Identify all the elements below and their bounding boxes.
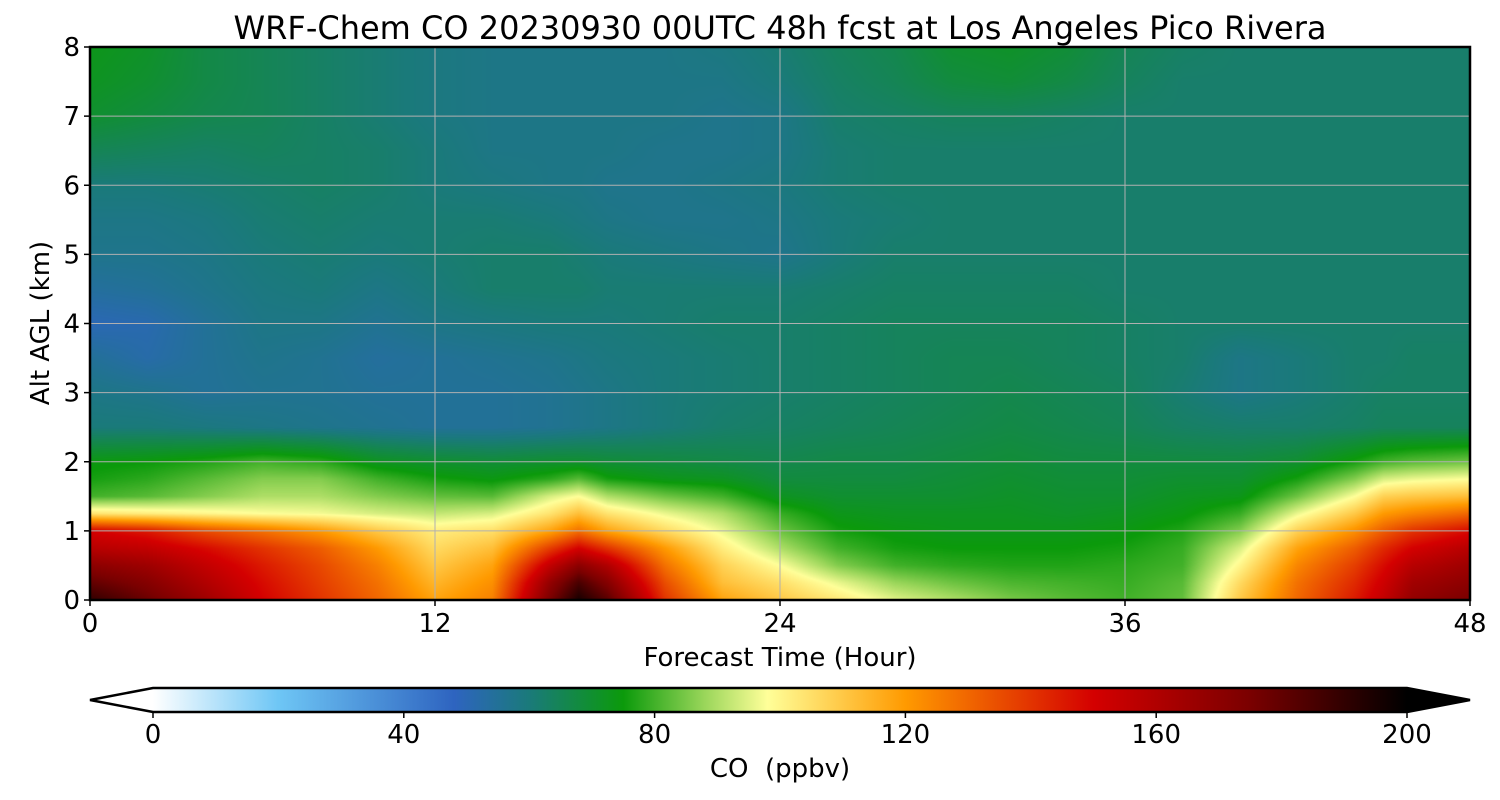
y-tick-label: 2 bbox=[63, 448, 80, 478]
colorbar-high-extension bbox=[1407, 688, 1470, 712]
colorbar-tick-label: 80 bbox=[638, 720, 671, 750]
colorbar-tick-label: 120 bbox=[881, 720, 931, 750]
x-tick-label: 24 bbox=[763, 609, 796, 639]
x-tick-label: 48 bbox=[1453, 609, 1486, 639]
y-tick-label: 5 bbox=[63, 240, 80, 270]
x-axis: 0 12 24 36 48 bbox=[82, 600, 1487, 639]
y-tick-label: 0 bbox=[63, 586, 80, 616]
y-tick-label: 3 bbox=[63, 379, 80, 409]
y-tick-label: 1 bbox=[63, 517, 80, 547]
y-axis-label: Alt AGL (km) bbox=[26, 241, 56, 405]
colorbar-tick-label: 40 bbox=[387, 720, 420, 750]
y-tick-label: 7 bbox=[63, 102, 80, 132]
x-tick-label: 36 bbox=[1108, 609, 1141, 639]
colorbar-tick-label: 160 bbox=[1131, 720, 1181, 750]
x-axis-label: Forecast Time (Hour) bbox=[643, 643, 916, 673]
colorbar-tick-label: 200 bbox=[1382, 720, 1432, 750]
colorbar-body bbox=[153, 688, 1407, 712]
colorbar-low-extension bbox=[90, 688, 153, 712]
colorbar-tick-label: 0 bbox=[145, 720, 162, 750]
grid bbox=[90, 47, 1470, 600]
colorbar: 0 40 80 120 160 200 CO (ppbv) bbox=[89, 686, 1471, 784]
y-axis: 0 1 2 3 4 5 6 7 8 bbox=[63, 33, 90, 616]
y-tick-label: 6 bbox=[63, 171, 80, 201]
y-tick-label: 8 bbox=[63, 33, 80, 63]
colorbar-ticks: 0 40 80 120 160 200 bbox=[145, 712, 1432, 750]
x-tick-label: 0 bbox=[82, 609, 99, 639]
colorbar-label: CO (ppbv) bbox=[710, 754, 850, 784]
x-tick-label: 12 bbox=[418, 609, 451, 639]
y-tick-label: 4 bbox=[63, 310, 80, 340]
chart-title: WRF-Chem CO 20230930 00UTC 48h fcst at L… bbox=[234, 9, 1327, 47]
